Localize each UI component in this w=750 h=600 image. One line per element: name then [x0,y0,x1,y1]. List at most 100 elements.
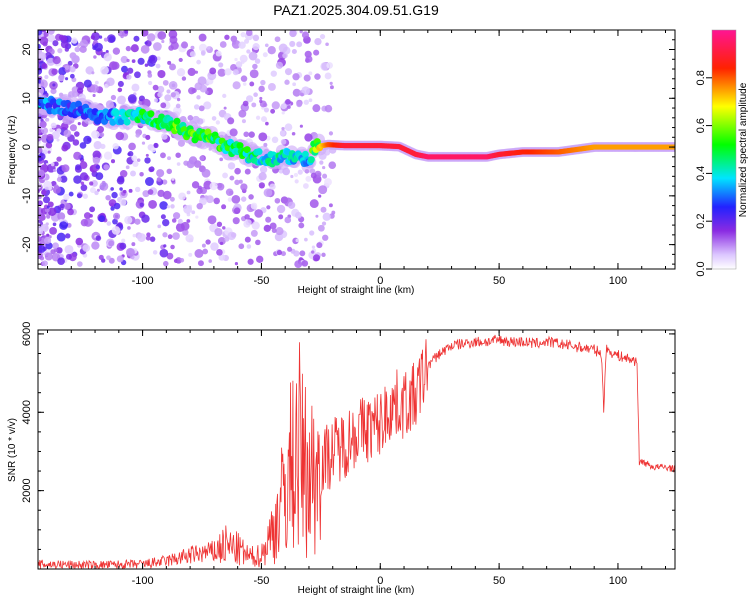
colorbar-label: Normalized spectral amplitude [738,82,749,217]
spectrum-noise-point [262,52,268,58]
spectrum-noise-point [328,203,333,208]
spectrum-noise-point [147,33,156,42]
spectrum-noise-point [64,65,70,70]
spectrum-noise-point [108,35,116,43]
spectrum-noise-point [162,190,172,200]
spectrum-noise-point [224,68,232,76]
spectrum-noise-point [274,36,281,43]
spectrum-noise-point [170,204,175,209]
spectrum-noise-point [103,151,113,160]
spectrum-noise-point [61,144,69,152]
spectrum-noise-point [120,55,128,64]
spectrum-noise-point [167,60,172,65]
spectrum-noise-point [303,99,309,105]
spectrum-noise-point [38,200,43,206]
spectrum-noise-point [41,63,48,69]
colorbar-tick-label: 0.8 [695,70,707,85]
spectrum-noise-point [80,181,85,186]
spectrum-noise-point [238,179,243,184]
spectrum-noise-point [166,89,171,94]
spectrum-noise-point [90,187,96,194]
spectrum-noise-point [126,58,130,63]
spectrum-noise-point [76,193,83,199]
spectrum-noise-point [94,42,103,52]
spectrum-noise-point [320,206,327,213]
spectrum-noise-point [183,205,193,214]
spectrum-noise-point [59,203,65,209]
spectrum-noise-point [299,30,303,34]
spectrum-noise-point [305,55,313,63]
spectrum-noise-point [108,240,115,247]
spectrum-noise-point [325,42,329,47]
spectrum-noise-point [233,207,241,214]
spectrum-noise-point [238,243,245,250]
spectrum-noise-point [279,130,286,136]
spectrum-noise-point [42,196,51,204]
spectrum-noise-point [258,132,268,142]
spectrum-noise-point [318,185,328,195]
spectrum-noise-point [195,215,199,219]
spectrum-noise-point [321,221,327,226]
spectrum-noise-point [117,95,126,105]
spectrum-noise-point [137,233,146,242]
spectrum-noise-point [77,122,81,126]
spectrum-noise-point [321,252,326,258]
spectrum-noise-point [110,159,116,164]
spectrum-noise-point [324,104,333,113]
spectrum-noise-point [73,175,82,184]
spectrum-noise-point [240,32,246,38]
spectrum-noise-point [269,183,276,190]
spectrum-noise-point [146,232,151,237]
spectrum-noise-point [157,31,167,40]
spectrum-noise-point [157,85,165,94]
spectrum-noise-point [248,194,254,200]
spectrum-noise-point [258,85,265,93]
spectrum-noise-point [314,37,322,46]
spectrum-noise-point [127,151,134,157]
spectrum-noise-point [162,232,168,238]
spectrum-noise-point [53,248,58,253]
spectrum-noise-point [329,81,333,85]
spectrum-noise-point [39,36,49,46]
figure-title: PAZ1.2025.304.09.51.G19 [273,2,439,18]
spectrum-noise-point [61,35,68,42]
spectrum-noise-point [294,179,299,184]
spectrum-noise-point [43,90,48,94]
spectrum-noise-point [260,79,266,86]
spectrum-noise-point [292,88,301,97]
spectrum-noise-point [125,247,135,257]
spectrum-noise-point [295,238,300,243]
spectrum-noise-point [145,134,151,140]
snr-panel: -100 -50 0 50 100 2000 4000 6000 Height of stra… [7,322,676,596]
spectrum-noise-point [153,142,159,149]
spectrum-noise-point [313,254,321,262]
spectrum-noise-point [296,41,303,48]
y-tick-label: 2000 [21,478,33,502]
spectrum-noise-point [111,61,120,70]
spectrum-noise-point [168,45,174,51]
spectrum-noise-point [56,156,62,162]
spectrum-noise-point [83,79,92,88]
spectrum-noise-point [43,180,53,190]
spectrum-noise-point [53,184,59,190]
spectrum-noise-point [258,182,266,189]
spectrum-noise-point [77,87,84,94]
spectrum-noise-point [170,244,175,250]
y-tick-label: 10 [21,92,33,104]
spectrum-noise-point [110,206,115,211]
spectrum-noise-point [297,169,303,175]
spectrum-noise-point [71,54,80,64]
spectrum-noise-point [249,81,255,87]
spectrum-noise-point [94,80,99,85]
spectrum-noise-point [52,242,59,250]
spectrum-noise-point [232,81,241,90]
spectrum-noise-point [292,73,300,81]
spectrum-noise-point [316,242,323,249]
spectrum-noise-point [157,189,165,198]
spectrum-noise-point [75,164,82,171]
spectrum-noise-point [96,188,100,192]
spectrum-noise-point [52,222,57,227]
x-tick-label: -50 [253,275,269,287]
spectrum-noise-point [144,63,149,67]
spectrum-noise-point [38,227,44,236]
